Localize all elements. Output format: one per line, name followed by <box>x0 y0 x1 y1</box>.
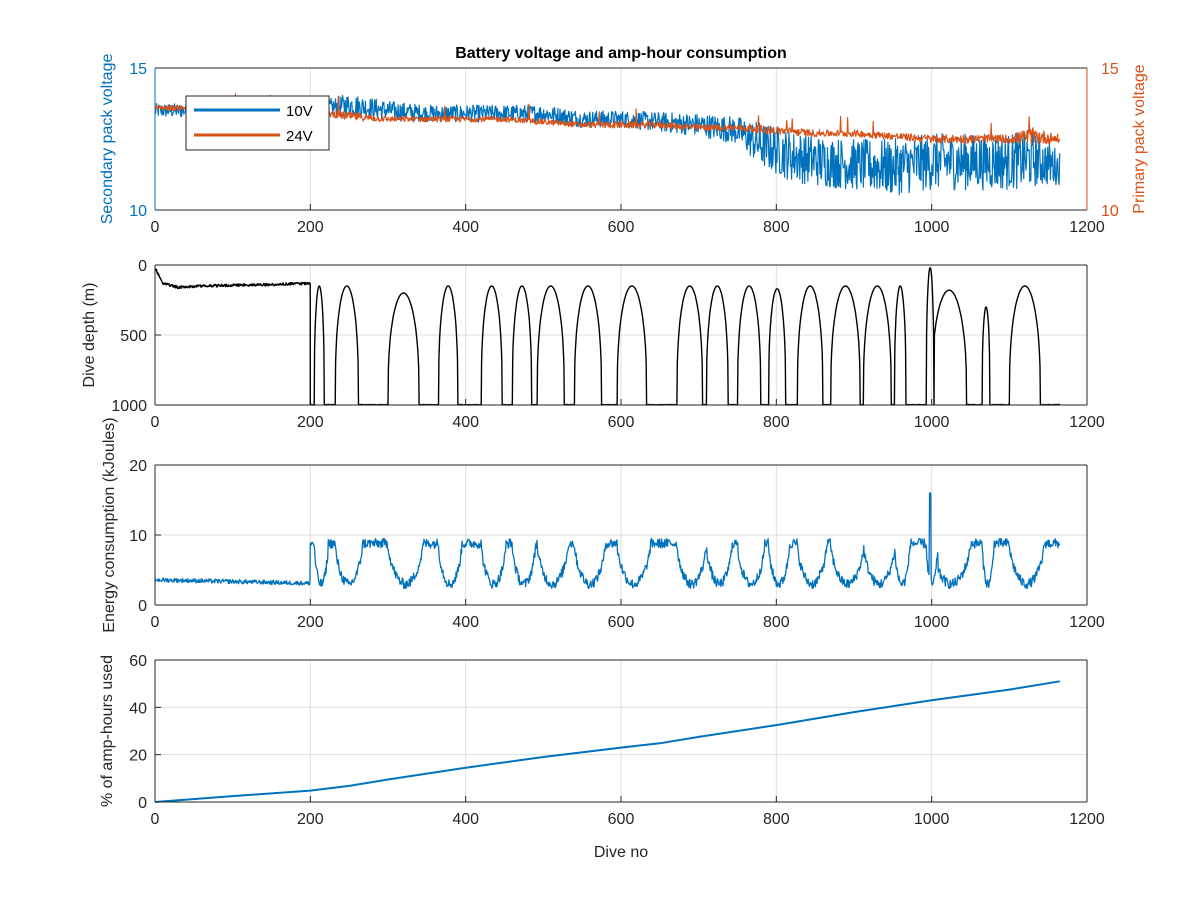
x-tick-label: 400 <box>452 414 479 431</box>
x-tick-label: 800 <box>763 811 790 828</box>
y-tick-label: 500 <box>120 328 147 345</box>
x-tick-label: 200 <box>297 219 324 236</box>
x-tick-label: 200 <box>297 414 324 431</box>
x-tick-label: 400 <box>452 811 479 828</box>
subplot-3: 0 200 400 600 800 1000 1200 0 10 20 Energy consump… <box>101 417 1105 632</box>
x-tick-label: 1000 <box>914 219 950 236</box>
x-tick-label: 200 <box>297 811 324 828</box>
subplot-4: 0 200 400 600 800 1000 1200 0 20 40 60 % of amp-hou… <box>99 653 1105 861</box>
x-tick-label: 1000 <box>914 811 950 828</box>
x-axis-label: Dive no <box>594 844 648 861</box>
x-tick-label: 600 <box>608 219 635 236</box>
x-tick-label: 600 <box>608 414 635 431</box>
x-tick-label: 800 <box>763 219 790 236</box>
y-tick-label: 0 <box>138 795 147 812</box>
y-tick-label: 0 <box>138 258 147 275</box>
x-tick-label: 400 <box>452 219 479 236</box>
y-tick-label: 10 <box>129 528 147 545</box>
y-axis-label-right: Primary pack voltage <box>1131 64 1148 213</box>
y-right-tick-label: 15 <box>1101 61 1119 78</box>
legend-label: 24V <box>286 128 313 145</box>
y-tick-label: 40 <box>129 700 147 717</box>
energy-line <box>154 492 1061 590</box>
x-tick-label: 1200 <box>1069 414 1105 431</box>
x-tick-label: 800 <box>763 414 790 431</box>
y-axis-label: Energy consumption (kJoules) <box>101 417 118 632</box>
y-tick-label: 20 <box>129 458 147 475</box>
legend-label: 10V <box>286 103 313 120</box>
x-tick-label: 0 <box>151 811 160 828</box>
y-axis-label-left: Secondary pack voltage <box>99 54 116 225</box>
y-tick-label: 20 <box>129 748 147 765</box>
y-axis-label: Dive depth (m) <box>81 283 98 388</box>
y-tick-label: 10 <box>129 203 147 220</box>
x-tick-label: 1000 <box>914 414 950 431</box>
x-tick-label: 1200 <box>1069 614 1105 631</box>
x-tick-label: 800 <box>763 614 790 631</box>
y-right-tick-label: 10 <box>1101 203 1119 220</box>
x-tick-label: 0 <box>151 614 160 631</box>
dive-depth-line <box>154 267 1061 406</box>
x-tick-label: 600 <box>608 811 635 828</box>
amp-hours-line <box>154 680 1060 803</box>
y-tick-label: 0 <box>138 598 147 615</box>
x-tick-label: 1200 <box>1069 811 1105 828</box>
x-tick-label: 1200 <box>1069 219 1105 236</box>
x-tick-label: 200 <box>297 614 324 631</box>
y-tick-label: 1000 <box>111 398 147 415</box>
y-tick-label: 60 <box>129 653 147 670</box>
legend-box <box>185 95 330 151</box>
x-tick-label: 600 <box>608 614 635 631</box>
figure-title: Battery voltage and amp-hour consumption <box>455 45 787 62</box>
y-axis-label: % of amp-hours used <box>99 655 116 807</box>
x-tick-label: 400 <box>452 614 479 631</box>
x-tick-label: 1000 <box>914 614 950 631</box>
x-tick-label: 0 <box>151 219 160 236</box>
subplot-2: 0 200 400 600 800 1000 1200 0 500 1000 Dive depth … <box>81 258 1105 431</box>
x-tick-label: 0 <box>151 414 160 431</box>
y-tick-label: 15 <box>129 61 147 78</box>
